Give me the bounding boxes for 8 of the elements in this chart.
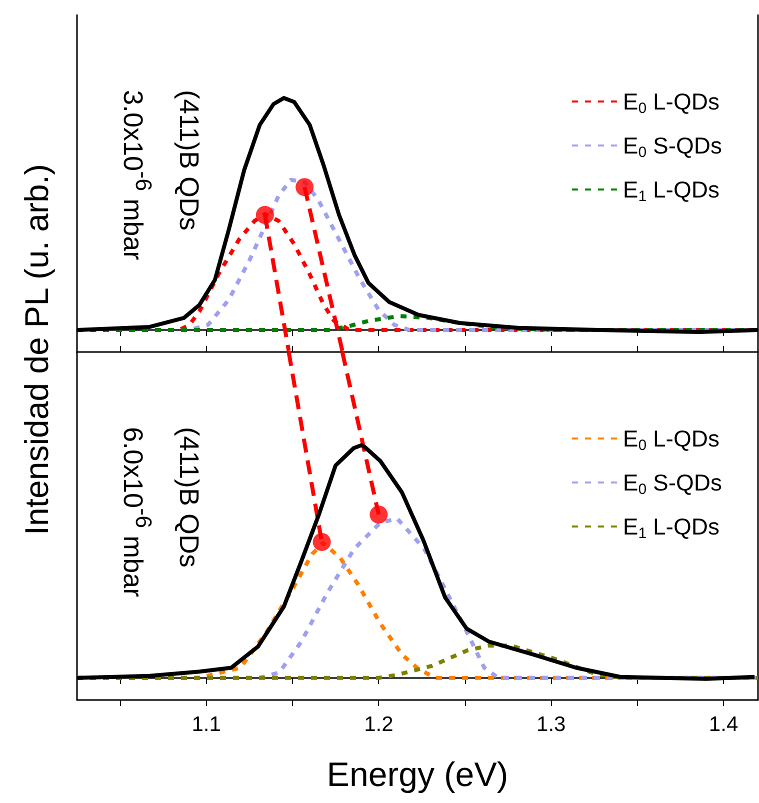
x-axis-title: Energy (eV): [326, 756, 508, 794]
annotation: (411)B QDs: [173, 90, 205, 233]
x-tick-label: 1.4: [708, 713, 738, 736]
x-tick-label: 1.2: [364, 713, 394, 736]
annotation: (411)B QDs: [173, 427, 205, 570]
x-tick-label: 1.1: [192, 713, 221, 736]
y-axis-title: Intensidad de PL (u. arb.): [18, 164, 56, 536]
x-tick-label: 1.3: [536, 713, 566, 736]
